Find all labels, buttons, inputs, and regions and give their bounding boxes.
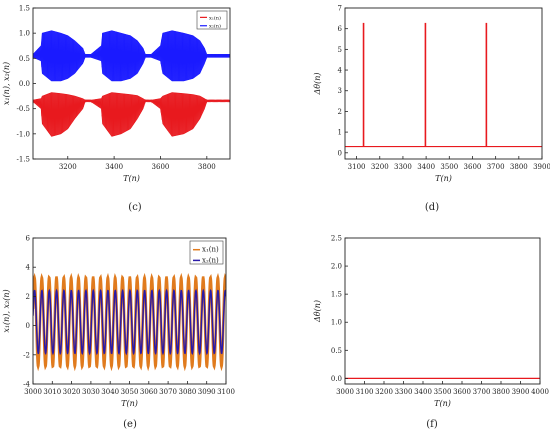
x-tick-label: 3100 [356, 388, 374, 396]
x-tick-label: 3090 [198, 388, 216, 396]
y-tick-label: 0 [338, 149, 342, 157]
x-tick-label: 3040 [101, 388, 119, 396]
x-tick-label: 3900 [533, 163, 550, 171]
y-tick-label: 4 [26, 264, 31, 272]
chart-panel-4: 3000 3100 3200 3300 3400 3500 3600 3700 3800 3900… [313, 235, 549, 409]
chart-panel-2: 3100 3200 3300 3400 3500 3600 3700 3800 3900 0 1 2 3… [313, 5, 550, 184]
x-tick-label: 3900 [512, 388, 530, 396]
x-tick-label: 3500 [434, 388, 452, 396]
y-axis-title: x₁(n), x₂(n) [2, 62, 11, 105]
x-tick-label: 3050 [121, 388, 139, 396]
x-tick-label: 3200 [59, 163, 77, 171]
y-tick-label: 6 [338, 25, 343, 33]
x-tick-label: 3600 [453, 388, 471, 396]
legend-label: x₁(n) [202, 246, 219, 254]
x-tick-label: 3700 [487, 163, 505, 171]
plot-area [33, 272, 226, 372]
y-tick-label: 0.5 [331, 347, 342, 355]
x-tick-label: 3000 [24, 388, 42, 396]
x-tick-label: 3100 [217, 388, 235, 396]
y-tick-label: -4 [23, 381, 30, 389]
y-tick-label: -2 [23, 351, 30, 359]
legend-label: x₂(n) [209, 23, 221, 30]
x-tick-label: 3400 [414, 388, 432, 396]
y-tick-label: 0.0 [331, 375, 342, 383]
x-tick-label: 3400 [105, 163, 123, 171]
y-tick-label: 0 [26, 322, 30, 330]
plot-area [33, 30, 230, 137]
y-tick-label: 1 [338, 129, 342, 137]
x-tick-label: 3300 [394, 163, 412, 171]
series-line-1 [33, 92, 230, 137]
plot-frame [344, 7, 543, 160]
y-tick-label: 2 [338, 108, 342, 116]
legend-box [189, 240, 224, 265]
chart-panel-1: 3200 3400 3600 3800 -1.5 -1.0 -0.5 0.0 0.5 1.0 1.5… [2, 5, 231, 183]
panel-caption: (e) [123, 419, 137, 430]
y-tick-label: -0.5 [17, 105, 31, 113]
y-tick-label: -1.0 [17, 130, 31, 138]
plot-frame [32, 7, 231, 160]
x-tick-label: 3600 [464, 163, 482, 171]
y-tick-label: 2.0 [331, 263, 342, 271]
x-tick-label: 3070 [159, 388, 177, 396]
y-tick-label: 6 [26, 235, 31, 243]
x-tick-label: 3200 [375, 388, 393, 396]
x-tick-label: 3800 [492, 388, 510, 396]
x-tick-label: 3010 [43, 388, 61, 396]
y-tick-label: 1.0 [19, 30, 30, 38]
y-tick-label: 7 [338, 5, 342, 13]
x-axis-title: T(n) [123, 174, 140, 183]
x-tick-label: 3300 [395, 388, 413, 396]
y-tick-label: 5 [338, 46, 342, 54]
x-tick-label: 3400 [417, 163, 435, 171]
y-axis-title: Δθ(n) [313, 300, 322, 323]
panel-caption: (f) [426, 419, 438, 430]
x-tick-label: 3800 [510, 163, 528, 171]
x-tick-label: 3030 [82, 388, 100, 396]
y-tick-label: 4 [338, 67, 343, 75]
legend: x₁(n) x₂(n) [189, 240, 224, 265]
chart-panel-3: 3000 3010 3020 3030 3040 3050 3060 3070 3080 3090… [2, 235, 235, 409]
panel-caption: (d) [425, 202, 439, 213]
y-tick-label: 1.5 [331, 291, 342, 299]
series-line-2 [33, 288, 226, 356]
legend-label: x₁(n) [209, 14, 221, 21]
x-tick-label: 3600 [152, 163, 170, 171]
series-line-2 [33, 30, 230, 81]
x-tick-label: 3020 [63, 388, 81, 396]
y-tick-label: 0.0 [19, 80, 30, 88]
x-tick-label: 3500 [440, 163, 458, 171]
x-axis-title: T(n) [434, 399, 451, 408]
panel-caption: (c) [128, 202, 142, 213]
plot-frame [344, 237, 541, 385]
y-tick-label: 1.5 [19, 5, 30, 13]
legend: x₁(n) x₂(n) [196, 10, 228, 30]
x-tick-label: 3100 [348, 163, 366, 171]
y-tick-label: 0.5 [19, 55, 30, 63]
x-tick-label: 3000 [336, 388, 354, 396]
x-axis-title: T(n) [435, 174, 452, 183]
y-axis-title: x₁(n), x₂(n) [2, 289, 11, 332]
y-axis-title: Δθ(n) [313, 73, 322, 96]
plot-area [345, 22, 542, 148]
x-tick-label: 4000 [531, 388, 549, 396]
x-tick-label: 3700 [473, 388, 491, 396]
y-tick-label: 2 [26, 293, 30, 301]
y-tick-label: 1.0 [331, 319, 342, 327]
x-tick-label: 3060 [140, 388, 158, 396]
legend-label: x₂(n) [202, 256, 219, 264]
x-tick-label: 3800 [198, 163, 216, 171]
legend-box [196, 10, 228, 30]
y-tick-label: 2.5 [331, 235, 342, 243]
y-tick-label: 3 [338, 87, 342, 95]
x-tick-label: 3080 [178, 388, 196, 396]
y-tick-label: -1.5 [17, 156, 31, 164]
x-axis-title: T(n) [121, 399, 138, 408]
x-tick-label: 3200 [371, 163, 389, 171]
